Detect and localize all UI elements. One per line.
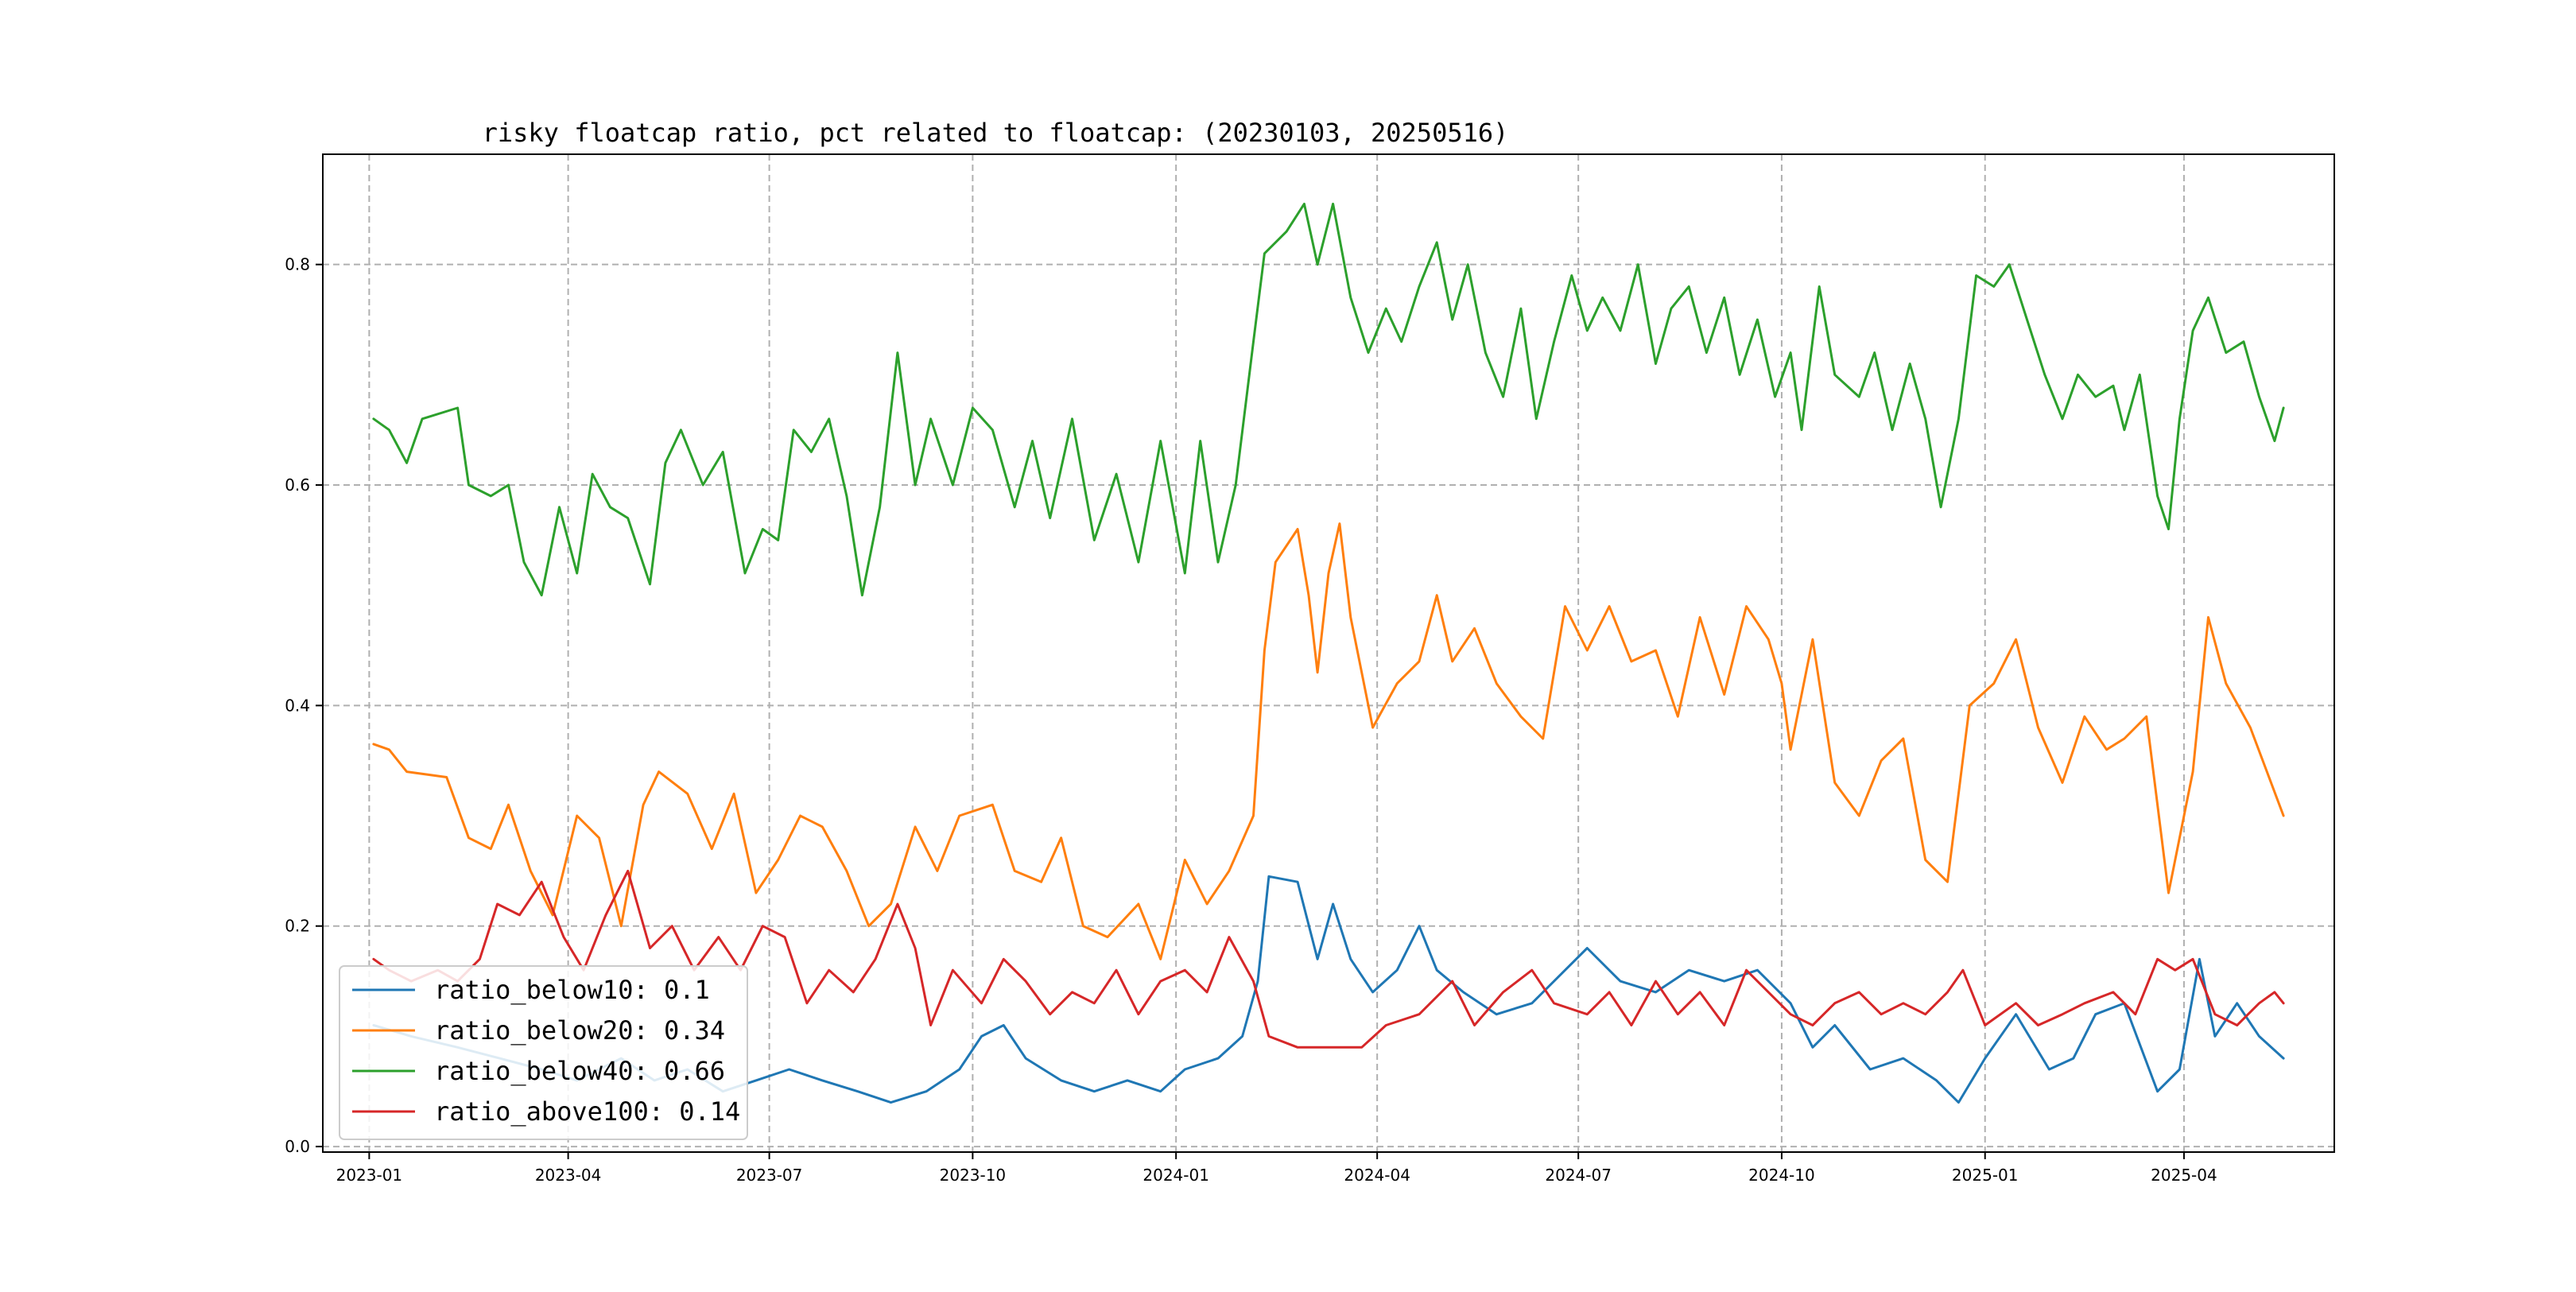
y-tick-label: 0.8 <box>285 255 310 274</box>
chart-title: risky floatcap ratio, pct related to flo… <box>483 118 1509 148</box>
series-line-ratio-above100 <box>372 869 2285 1049</box>
x-tick-label: 2023-04 <box>535 1166 602 1185</box>
x-tick-label: 2023-07 <box>736 1166 803 1185</box>
legend: ratio_below10: 0.1 ratio_below20: 0.34 rat… <box>339 965 748 1140</box>
series-line-ratio-below10 <box>372 875 2285 1104</box>
legend-label-ratio-above100: ratio_above100: 0.14 <box>434 1096 740 1127</box>
series-layer <box>372 202 2285 1104</box>
x-tick-label: 2023-01 <box>336 1166 403 1185</box>
series-line-ratio-below20 <box>372 522 2285 960</box>
legend-label-ratio-below40: ratio_below40: 0.66 <box>434 1056 725 1086</box>
grid-layer <box>323 154 2334 1152</box>
x-tick-label: 2025-04 <box>2151 1166 2217 1185</box>
legend-label-ratio-below20: ratio_below20: 0.34 <box>434 1015 725 1046</box>
plot-frame <box>322 153 2335 1153</box>
legend-label-ratio-below10: ratio_below10: 0.1 <box>434 975 710 1005</box>
x-tick-label: 2023-10 <box>940 1166 1007 1185</box>
y-tick-label: 0.0 <box>285 1137 310 1156</box>
series-line-ratio-below40 <box>372 202 2285 597</box>
x-tick-label: 2024-04 <box>1344 1166 1410 1185</box>
x-tick-label: 2024-10 <box>1748 1166 1815 1185</box>
x-tick-label: 2024-01 <box>1143 1166 1209 1185</box>
x-tick-label: 2025-01 <box>1952 1166 2019 1185</box>
y-tick-label: 0.2 <box>285 917 310 936</box>
legend-box <box>339 965 748 1140</box>
legend-items: ratio_below10: 0.1 ratio_below20: 0.34 rat… <box>352 975 740 1127</box>
y-tick-label: 0.4 <box>285 696 310 715</box>
x-tick-label: 2024-07 <box>1545 1166 1612 1185</box>
y-tick-label: 0.6 <box>285 475 310 495</box>
axis-layer: 2023-01 2023-04 2023-07 2023-10 2024-01 2024-… <box>285 255 2217 1185</box>
